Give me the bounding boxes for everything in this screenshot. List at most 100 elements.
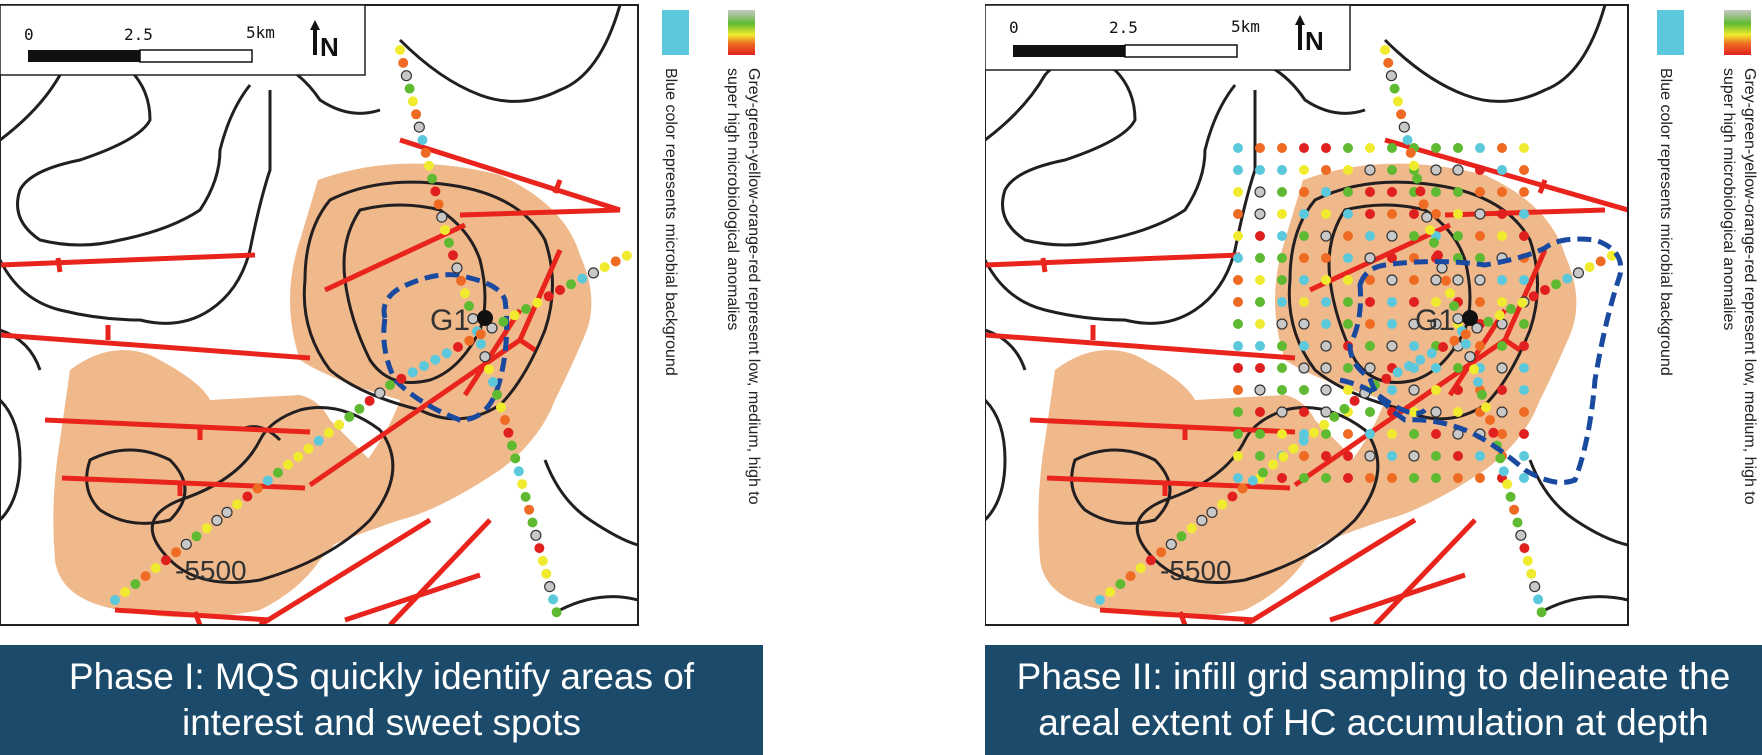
- sample-point: [1405, 147, 1416, 158]
- sample-point: [1320, 362, 1332, 374]
- sample-point: [1254, 208, 1266, 220]
- sample-point: [1392, 367, 1403, 378]
- sample-point: [1497, 165, 1507, 175]
- sample-point: [1519, 429, 1529, 439]
- sample-point: [1519, 165, 1529, 175]
- well-label: G1: [1415, 304, 1455, 337]
- sample-point: [1268, 459, 1279, 470]
- sample-point: [1519, 543, 1530, 554]
- sample-point: [1408, 160, 1419, 171]
- sample-point: [407, 96, 418, 107]
- sample-point: [1409, 209, 1419, 219]
- sample-point: [1321, 253, 1331, 263]
- sample-point: [1409, 275, 1419, 285]
- sample-point: [1540, 285, 1550, 295]
- sample-point: [1426, 348, 1437, 359]
- sample-point: [1233, 319, 1243, 329]
- sample-point: [1233, 187, 1243, 197]
- sample-point: [1276, 406, 1288, 418]
- sample-point: [1343, 473, 1353, 483]
- sample-point: [1409, 407, 1419, 417]
- anomaly-outline: [1347, 236, 1624, 485]
- sample-point: [1299, 165, 1309, 175]
- sample-point: [1512, 517, 1523, 528]
- sample-point: [510, 453, 521, 464]
- sample-point: [1584, 262, 1595, 273]
- sample-point: [479, 351, 491, 363]
- sample-point: [1321, 451, 1331, 461]
- sample-point: [1387, 429, 1397, 439]
- sample-point: [1320, 340, 1332, 352]
- sample-point: [1519, 341, 1529, 351]
- sample-point: [484, 364, 494, 375]
- sample-point: [1431, 429, 1441, 439]
- sample-point: [293, 451, 304, 462]
- sample-point: [599, 262, 610, 273]
- sample-point: [1276, 318, 1288, 330]
- sample-point: [464, 301, 474, 311]
- sample-point: [1299, 385, 1309, 395]
- sample-point: [520, 491, 531, 502]
- sample-point: [1475, 297, 1485, 307]
- scale-bar: 0 2.5 5km N: [0, 4, 366, 76]
- sample-point: [444, 237, 454, 248]
- sample-point: [1299, 407, 1309, 417]
- sample-point: [1529, 580, 1541, 593]
- sample-point: [436, 211, 448, 223]
- sample-point: [1562, 273, 1573, 284]
- sample-point: [433, 199, 444, 210]
- sample-point: [1321, 473, 1331, 483]
- sample-point: [1497, 231, 1507, 241]
- sample-point: [1445, 288, 1455, 299]
- sample-point: [1343, 363, 1353, 373]
- sample-point: [221, 506, 233, 519]
- scale-tick-mid: 2.5: [1109, 18, 1138, 37]
- sample-point: [1408, 384, 1420, 396]
- sample-point: [1321, 297, 1331, 307]
- sample-point: [423, 160, 434, 171]
- sample-point: [1299, 187, 1309, 197]
- sample-point: [400, 70, 412, 82]
- sample-point: [1299, 143, 1309, 153]
- sample-point: [1519, 451, 1529, 461]
- sample-point: [453, 342, 463, 352]
- sample-point: [1217, 499, 1228, 510]
- sample-point: [1255, 231, 1265, 241]
- phase-1-caption: Phase I: MQS quickly identify areas of i…: [0, 645, 763, 755]
- sample-point: [1519, 209, 1529, 219]
- sample-point: [1402, 135, 1413, 145]
- sample-point: [1473, 377, 1483, 387]
- sample-point: [1453, 209, 1463, 219]
- sample-point: [1481, 402, 1491, 413]
- sample-point: [1299, 473, 1309, 483]
- sample-point: [1606, 250, 1617, 261]
- sample-point: [544, 580, 556, 593]
- sample-point: [1135, 563, 1146, 574]
- sample-point: [1409, 473, 1419, 483]
- sample-point: [430, 354, 441, 365]
- sample-point: [430, 186, 441, 197]
- sample-point: [1386, 340, 1398, 352]
- sample-point: [1409, 297, 1419, 307]
- sample-point: [1387, 143, 1397, 153]
- sample-point: [1233, 165, 1243, 175]
- sample-point: [420, 147, 431, 158]
- sample-point: [524, 504, 535, 515]
- sample-point: [1431, 209, 1441, 219]
- sample-point: [1206, 506, 1218, 519]
- sample-point: [1464, 351, 1476, 363]
- sample-point: [1387, 473, 1397, 483]
- legend-blue-swatch: [662, 10, 689, 55]
- sample-point: [1364, 252, 1376, 264]
- sample-point: [1453, 385, 1463, 395]
- sample-point: [1343, 297, 1353, 307]
- sample-point: [1165, 538, 1177, 550]
- sample-point: [1425, 225, 1435, 235]
- sample-point: [1497, 275, 1507, 285]
- sample-point: [1519, 473, 1529, 483]
- sample-point: [551, 607, 562, 618]
- sample-point: [1526, 568, 1537, 579]
- caption-line-2: areal extent of HC accumulation at depth: [1038, 702, 1709, 743]
- sample-point: [492, 389, 502, 400]
- sample-point: [1453, 473, 1463, 483]
